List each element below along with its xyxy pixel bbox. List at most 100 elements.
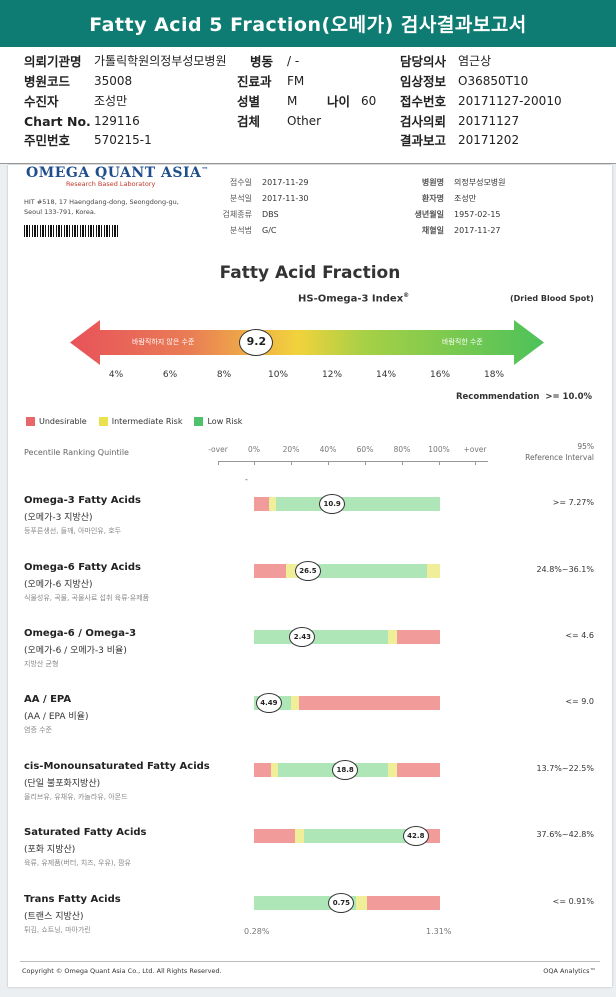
- address-line-2: Seoul 133-791, Korea.: [24, 208, 96, 216]
- percentile-scale-label: 60%: [356, 445, 374, 454]
- hospital-code-value: 35008: [94, 74, 133, 88]
- range-bar: [254, 630, 440, 644]
- legend-label: Undesirable: [39, 417, 87, 426]
- patient-info-panel: 의뢰기관명 가톨릭학원의정부성모병원 병동 / - 담당의사 염근상 병원코드 …: [0, 47, 616, 164]
- request-value: 20171127: [458, 114, 520, 128]
- doctor-value: 염근상: [458, 54, 492, 68]
- patient-label: 수진자: [24, 94, 59, 109]
- dash-mark: -: [245, 475, 248, 484]
- percentile-scale-label: +over: [463, 445, 487, 454]
- percentile-scale-tick: [439, 461, 440, 465]
- dried-blood-spot-note: (Dried Blood Spot): [510, 294, 594, 303]
- meta-left-row: 분석일 2017-11-30: [196, 193, 309, 204]
- trans-max-label: 1.31%: [426, 927, 452, 936]
- resident-label: 주민번호: [24, 133, 71, 148]
- fatty-acid-sources: 염증 수준: [24, 726, 52, 734]
- fatty-acid-korean: (오메가-6 / 오메가-3 비율): [24, 646, 127, 656]
- meta-value: 2017-11-29: [262, 178, 309, 187]
- percentile-scale-label: 40%: [319, 445, 337, 454]
- meta-left-row: 검체종류 DBS: [196, 209, 279, 220]
- percentile-scale-tick: [365, 461, 366, 465]
- index-tick-label: 6%: [162, 370, 178, 380]
- address-line-1: HIT #518, 17 Haengdang-dong, Seongdong-g…: [24, 198, 179, 206]
- range-segment: [294, 829, 305, 843]
- undesirable-level-text: 바람직하지 않은 수준: [132, 338, 195, 346]
- sex-value: M: [287, 94, 298, 108]
- patient-value: 조성만: [94, 94, 128, 108]
- percentile-scale-line: [218, 461, 488, 462]
- index-title: HS-Omega-3 Index®: [298, 292, 409, 304]
- recommendation: Recommendation >= 10.0%: [456, 392, 592, 402]
- result-value-marker: 26.5: [294, 561, 321, 581]
- percentile-scale-tick: [254, 461, 255, 465]
- copyright: Copyright © Omega Quant Asia Co., Ltd. A…: [22, 967, 222, 975]
- report-date-value: 20171202: [458, 133, 520, 147]
- fatty-acid-name: Omega-6 Fatty Acids: [24, 562, 141, 573]
- meta-value: 1957-02-15: [454, 210, 501, 219]
- index-tick-label: 4%: [108, 370, 124, 380]
- index-tick-label: 18%: [483, 370, 505, 380]
- footer-divider: [20, 961, 600, 962]
- meta-label: 접수일: [229, 178, 252, 187]
- lab-address: HIT #518, 17 Haengdang-dong, Seongdong-g…: [24, 197, 179, 217]
- clinical-value: O36850T10: [458, 74, 529, 88]
- fatty-acid-sources: 올리브유, 유채유, 카놀라유, 아몬드: [24, 793, 128, 801]
- index-tick-label: 14%: [375, 370, 397, 380]
- request-label: 검사의뢰: [400, 114, 447, 129]
- meta-right-row: 병원명 의정부성모병원: [388, 177, 506, 188]
- ref-head-interval: Reference Interval: [525, 453, 594, 462]
- meta-value: DBS: [262, 210, 279, 219]
- legend-swatch: [194, 417, 204, 426]
- meta-label: 분석법: [229, 226, 252, 235]
- result-value-marker: 0.75: [328, 893, 355, 913]
- fatty-acid-korean: (단일 불포화지방산): [24, 779, 101, 789]
- fatty-acid-korean: (오메가-6 지방산): [24, 580, 93, 590]
- range-segment: [304, 829, 407, 843]
- fatty-acid-korean: (AA / EPA 비율): [24, 712, 89, 722]
- specimen-value: Other: [287, 114, 322, 128]
- trans-min-label: 0.28%: [244, 927, 270, 936]
- meta-label: 채혈일: [421, 226, 444, 235]
- omega-quant-logo: OMEGA QUANT ASIA™ Research Based Laborat…: [26, 165, 209, 188]
- range-segment: [254, 564, 286, 578]
- range-segment: [387, 763, 398, 777]
- fatty-acid-sources: 식물성유, 곡물, 곡물사료 섭취 육류·유제품: [24, 594, 150, 602]
- legend-item: Undesirable: [26, 417, 87, 426]
- fatty-acid-name: Omega-6 / Omega-3: [24, 628, 137, 639]
- index-title-text: HS-Omega-3 Index: [298, 293, 404, 305]
- meta-left-row: 접수일 2017-11-29: [196, 177, 309, 188]
- percentile-scale-tick: [475, 461, 476, 465]
- range-segment: [254, 497, 269, 511]
- lab-report-sheet: OMEGA QUANT ASIA™ Research Based Laborat…: [8, 165, 612, 987]
- range-bar: [254, 564, 440, 578]
- range-bar: [254, 696, 440, 710]
- meta-value: 2017-11-27: [454, 226, 501, 235]
- risk-legend: Undesirable Intermediate Risk Low Risk: [26, 417, 254, 426]
- ref-head-95: 95%: [577, 442, 594, 451]
- recommendation-value: >= 10.0%: [545, 392, 593, 402]
- range-segment: [296, 564, 427, 578]
- result-value-marker: 2.43: [289, 627, 316, 647]
- reference-interval-heading: 95% Reference Interval: [525, 441, 594, 463]
- percentile-scale-tick: [328, 461, 329, 465]
- meta-right-row: 생년월일 1957-02-15: [388, 209, 501, 220]
- meta-value: G/C: [262, 226, 277, 235]
- reference-interval: <= 4.6: [565, 631, 594, 640]
- report-date-label: 결과보고: [400, 133, 447, 148]
- fatty-acid-sources: 육류, 유제품(버터, 치즈, 우유), 팜유: [24, 859, 131, 867]
- range-segment: [397, 763, 440, 777]
- fatty-acid-korean: (포화 지방산): [24, 845, 76, 855]
- resident-value: 570215-1: [94, 133, 152, 147]
- ward-value: / -: [287, 54, 300, 68]
- desirable-level-text: 바람직한 수준: [442, 338, 483, 346]
- meta-value: 의정부성모병원: [454, 178, 506, 187]
- institution-value: 가톨릭학원의정부성모병원: [94, 54, 227, 68]
- meta-label: 병원명: [421, 178, 444, 187]
- range-segment: [397, 630, 440, 644]
- range-segment: [356, 896, 368, 910]
- legend-label: Low Risk: [207, 417, 243, 426]
- range-segment: [268, 497, 277, 511]
- barcode: [24, 225, 120, 237]
- meta-label: 검체종류: [222, 210, 252, 219]
- index-tick-label: 10%: [267, 370, 289, 380]
